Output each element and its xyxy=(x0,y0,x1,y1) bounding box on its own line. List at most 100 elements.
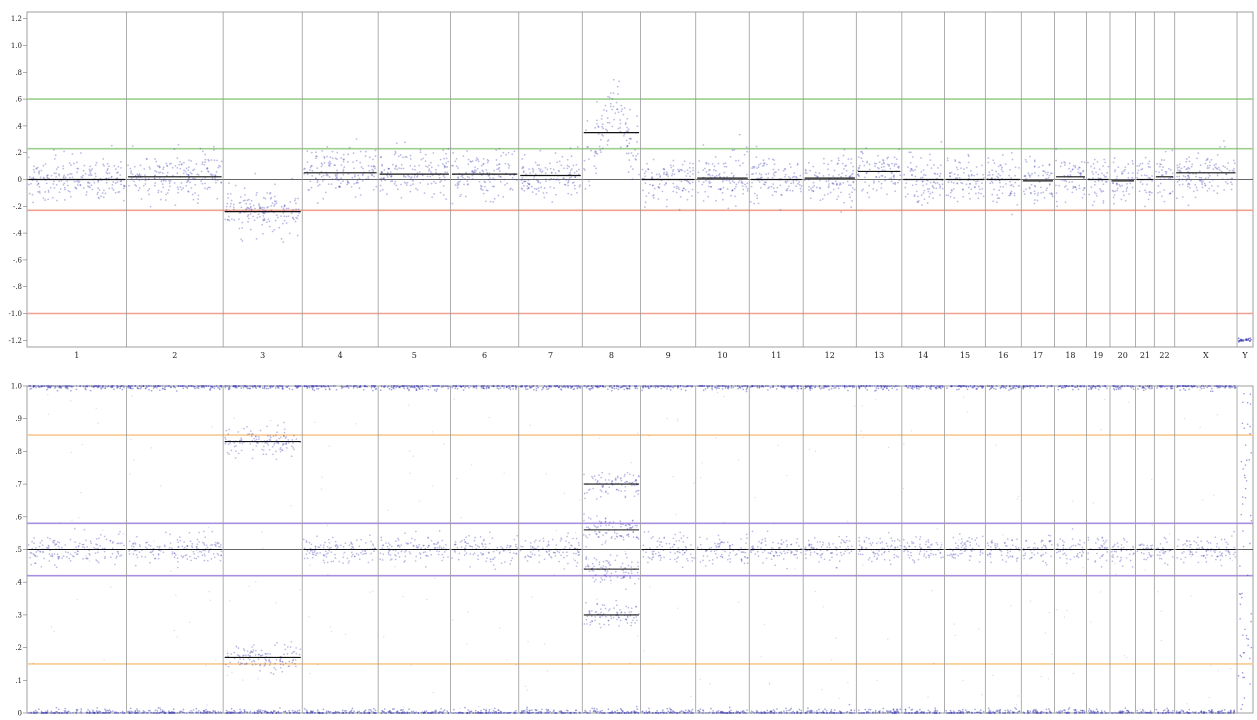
data-point xyxy=(451,164,453,167)
data-point xyxy=(1114,169,1117,171)
data-point xyxy=(319,385,321,387)
data-point xyxy=(47,386,50,388)
data-point xyxy=(82,174,84,177)
data-point xyxy=(225,205,228,208)
data-point xyxy=(53,630,55,633)
data-point xyxy=(298,212,301,214)
data-point xyxy=(49,386,52,389)
data-point xyxy=(74,187,77,189)
data-point xyxy=(409,158,412,160)
data-point xyxy=(832,175,835,178)
data-point xyxy=(1009,168,1011,171)
data-point xyxy=(740,181,743,184)
data-point xyxy=(239,708,241,711)
data-point xyxy=(520,179,523,182)
data-point xyxy=(31,193,34,196)
data-point xyxy=(386,176,389,178)
data-point xyxy=(145,157,148,160)
data-point xyxy=(127,164,129,167)
data-point xyxy=(804,172,807,174)
data-point xyxy=(207,385,210,387)
data-point xyxy=(1083,187,1086,189)
data-point xyxy=(594,150,597,153)
data-point xyxy=(173,629,176,632)
data-point xyxy=(311,556,314,559)
data-point xyxy=(604,128,607,131)
data-point xyxy=(148,544,150,546)
data-point xyxy=(1029,174,1032,177)
data-point xyxy=(616,108,618,111)
data-point xyxy=(303,557,306,560)
data-point xyxy=(89,389,92,392)
data-point xyxy=(131,395,133,397)
data-point xyxy=(251,712,254,714)
data-point xyxy=(427,555,429,557)
data-point xyxy=(305,539,308,542)
data-point xyxy=(211,178,214,181)
data-point xyxy=(44,712,47,714)
data-point xyxy=(792,180,795,182)
data-point xyxy=(936,166,939,169)
data-point xyxy=(1176,181,1179,183)
data-point xyxy=(200,551,203,553)
data-point xyxy=(159,385,162,387)
data-point xyxy=(90,712,92,714)
data-point xyxy=(113,388,115,391)
data-point xyxy=(426,166,429,168)
data-point xyxy=(295,216,298,219)
data-point xyxy=(71,519,73,521)
data-point xyxy=(933,163,935,166)
data-point xyxy=(742,192,745,195)
data-point xyxy=(327,552,329,554)
data-point xyxy=(88,560,91,562)
data-point xyxy=(948,175,951,177)
data-point xyxy=(121,542,123,544)
data-point xyxy=(97,385,99,387)
data-point xyxy=(1169,168,1172,171)
data-point xyxy=(389,544,391,546)
data-point xyxy=(595,119,598,122)
data-point xyxy=(51,712,53,714)
data-point xyxy=(521,167,524,170)
data-point xyxy=(354,196,357,198)
data-point xyxy=(75,388,78,391)
data-point xyxy=(848,193,851,196)
data-point xyxy=(497,168,500,170)
data-point xyxy=(444,166,447,168)
data-point xyxy=(734,195,736,198)
data-point xyxy=(372,707,375,710)
data-point xyxy=(409,542,412,544)
data-point xyxy=(33,171,36,174)
data-point xyxy=(993,188,995,191)
data-point xyxy=(331,150,334,153)
data-point xyxy=(689,170,692,173)
data-point xyxy=(119,385,122,388)
data-point xyxy=(261,206,264,209)
chromosome-label: 4 xyxy=(338,351,343,360)
data-point xyxy=(1112,161,1115,164)
y-tick-label: .9 xyxy=(15,415,22,423)
data-point xyxy=(726,188,729,190)
data-point xyxy=(1216,192,1219,195)
data-point xyxy=(395,540,397,542)
data-point xyxy=(492,709,495,712)
data-point xyxy=(411,537,413,540)
data-point xyxy=(142,184,145,187)
data-point xyxy=(435,710,438,713)
data-point xyxy=(239,201,242,204)
data-point xyxy=(174,204,177,207)
data-point xyxy=(996,194,999,196)
data-point xyxy=(588,180,590,183)
data-point xyxy=(819,187,822,190)
data-point xyxy=(158,165,160,168)
data-point xyxy=(224,436,226,439)
data-point xyxy=(32,176,35,179)
data-point xyxy=(1105,175,1108,178)
data-point xyxy=(584,188,587,190)
data-point xyxy=(170,386,172,389)
data-point xyxy=(688,181,691,184)
data-point xyxy=(328,163,331,166)
data-point xyxy=(39,542,42,544)
data-point xyxy=(219,165,221,168)
data-point xyxy=(739,164,741,167)
